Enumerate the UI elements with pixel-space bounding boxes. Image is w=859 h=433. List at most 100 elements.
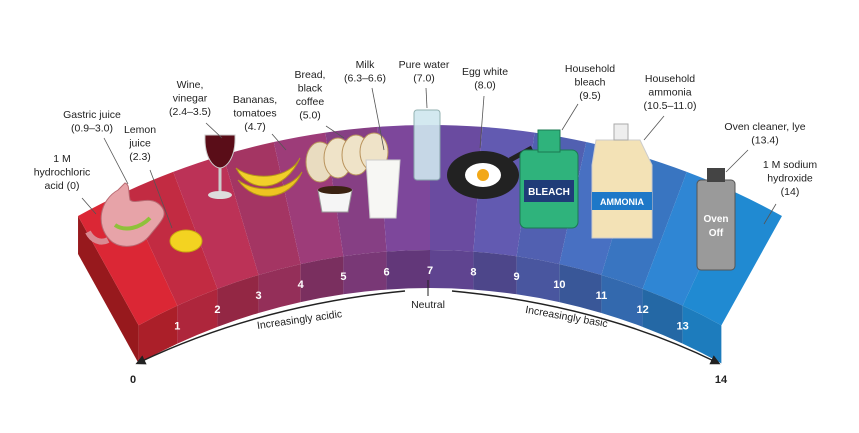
ph-number: 2 <box>214 304 220 316</box>
ph-number: 9 <box>514 271 520 283</box>
bleach-label <box>524 180 574 202</box>
label-line: bleach <box>575 77 606 89</box>
callout-line <box>643 115 665 141</box>
ph-number: 7 <box>427 265 433 277</box>
label-line: Pure water <box>399 59 450 71</box>
neutral-label: Neutral <box>411 299 445 311</box>
stomach <box>100 182 165 247</box>
band-front-segment <box>682 305 722 364</box>
ph-number: 8 <box>470 266 476 278</box>
label-line: tomatoes <box>233 108 276 120</box>
label-line: Gastric juice <box>63 109 121 121</box>
label-line: (4.7) <box>244 121 266 133</box>
band-front-segment <box>258 264 301 313</box>
band-front-segment <box>386 250 430 290</box>
label-line: Lemon <box>124 124 156 136</box>
label-line: (5.0) <box>299 110 321 122</box>
scale-start: 0 <box>130 374 136 386</box>
ph-number: 5 <box>340 271 346 283</box>
ph-number: 11 <box>596 290 608 302</box>
wine-base <box>208 191 232 199</box>
label-line: Household <box>565 63 615 75</box>
label-line: Milk <box>356 59 375 71</box>
ph-number: 6 <box>384 266 390 278</box>
label-line: (0.9–3.0) <box>71 123 113 135</box>
lemon <box>169 229 203 253</box>
label-line: (9.5) <box>579 90 601 102</box>
ammonia-cap <box>613 123 629 141</box>
coffee <box>318 186 352 194</box>
label-line: 1 M sodium <box>763 159 818 171</box>
label-line: (8.0) <box>474 80 496 92</box>
band-front-segment <box>343 251 387 295</box>
oven-can <box>696 179 736 271</box>
label-line: Bread, <box>295 69 326 81</box>
bleach-text: BLEACH <box>528 187 570 198</box>
label-line: Household <box>645 73 695 85</box>
oven-text: Oven <box>703 214 728 225</box>
label-line: (14) <box>781 186 800 198</box>
label-line: Bananas, <box>233 94 277 106</box>
ph-number: 1 <box>174 321 180 333</box>
ph-number: 3 <box>256 290 262 302</box>
callout-line <box>103 137 129 185</box>
acidic-label: Increasingly acidic <box>256 308 343 332</box>
banana <box>237 171 303 197</box>
band-front-segment <box>300 256 344 303</box>
callout-line <box>325 125 345 139</box>
banana <box>235 157 301 187</box>
ph-number: 13 <box>677 321 689 333</box>
label-line: hydrochloric <box>34 167 91 179</box>
band-front-segment <box>601 274 643 327</box>
label-line: vinegar <box>173 93 208 105</box>
oven-text: Off <box>709 228 724 239</box>
milk-glass <box>365 159 401 219</box>
band-front-segment <box>217 274 259 327</box>
callout-line <box>149 169 173 229</box>
callout-line <box>763 203 777 225</box>
band-front-segment <box>516 256 560 303</box>
wine-glass <box>204 134 236 169</box>
band-front-segment <box>138 305 178 364</box>
band-side <box>78 216 139 364</box>
water-glass <box>413 109 441 181</box>
label-line: ammonia <box>648 87 691 99</box>
gastric-juice <box>113 216 152 231</box>
band-front-segment <box>559 264 602 313</box>
callout-line <box>81 197 97 215</box>
label-line: (2.4–3.5) <box>169 106 211 118</box>
callout-line <box>271 133 287 151</box>
ammonia-text: AMMONIA <box>600 197 644 207</box>
label-line: (7.0) <box>413 73 435 85</box>
label-line: Oven cleaner, lye <box>724 121 805 133</box>
band-front-segment <box>177 288 218 344</box>
label-line: hydroxide <box>767 173 813 185</box>
label-line: (6.3–6.6) <box>344 73 386 85</box>
callout-line <box>371 87 385 151</box>
band-front-segment <box>642 288 683 344</box>
label-line: acid (0) <box>44 180 79 192</box>
callout-line <box>479 95 485 149</box>
callout-line <box>561 103 579 131</box>
egg-yolk <box>477 169 489 181</box>
intestine <box>85 230 110 245</box>
label-line: (10.5–11.0) <box>644 100 697 112</box>
callout-line <box>425 87 428 109</box>
items: BLEACH AMMONIA Oven Off <box>85 109 736 271</box>
ph-number: 12 <box>636 304 648 316</box>
acidic-arrow <box>135 290 406 365</box>
band-front-segment <box>430 250 474 290</box>
label-line: (2.3) <box>129 151 151 163</box>
label-line: Egg white <box>462 66 508 78</box>
bleach-cap <box>537 129 561 153</box>
ammonia-jug <box>591 139 653 239</box>
label-line: Wine, <box>177 79 204 91</box>
label-line: juice <box>128 138 151 150</box>
band-top-segment <box>173 155 259 289</box>
callout-line <box>205 122 223 139</box>
label-line: coffee <box>296 96 325 108</box>
label-line: 1 M <box>53 153 71 165</box>
scale-end: 14 <box>715 374 728 386</box>
